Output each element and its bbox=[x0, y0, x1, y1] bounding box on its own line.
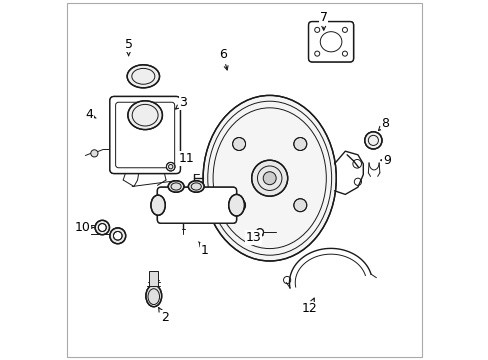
Ellipse shape bbox=[203, 95, 336, 261]
Circle shape bbox=[293, 199, 306, 212]
Circle shape bbox=[232, 199, 245, 212]
Circle shape bbox=[263, 172, 276, 185]
Circle shape bbox=[364, 132, 381, 149]
FancyBboxPatch shape bbox=[110, 96, 180, 174]
Text: 3: 3 bbox=[175, 96, 187, 109]
FancyBboxPatch shape bbox=[115, 102, 174, 168]
Ellipse shape bbox=[127, 65, 159, 88]
Bar bbox=[149, 271, 158, 286]
Ellipse shape bbox=[188, 181, 204, 192]
Text: 5: 5 bbox=[124, 39, 132, 55]
Ellipse shape bbox=[127, 101, 162, 130]
Circle shape bbox=[256, 229, 263, 236]
Circle shape bbox=[293, 138, 306, 150]
Circle shape bbox=[232, 138, 245, 150]
Ellipse shape bbox=[228, 194, 244, 216]
Circle shape bbox=[95, 220, 109, 235]
Text: 8: 8 bbox=[378, 117, 389, 131]
FancyBboxPatch shape bbox=[157, 187, 236, 223]
Circle shape bbox=[113, 231, 122, 240]
Text: 4: 4 bbox=[85, 108, 96, 121]
Text: 10: 10 bbox=[74, 221, 94, 234]
Circle shape bbox=[91, 150, 98, 157]
Circle shape bbox=[98, 224, 106, 231]
Text: 11: 11 bbox=[178, 152, 194, 165]
Text: 9: 9 bbox=[380, 154, 390, 167]
Ellipse shape bbox=[168, 181, 183, 192]
Text: 6: 6 bbox=[219, 48, 227, 70]
Circle shape bbox=[110, 228, 125, 244]
Circle shape bbox=[166, 162, 175, 171]
Text: 7: 7 bbox=[319, 11, 327, 30]
FancyBboxPatch shape bbox=[110, 96, 180, 174]
Text: 13: 13 bbox=[245, 231, 263, 244]
FancyBboxPatch shape bbox=[308, 22, 353, 62]
Ellipse shape bbox=[145, 285, 162, 307]
Text: 1: 1 bbox=[198, 242, 208, 257]
Text: 12: 12 bbox=[301, 298, 317, 315]
Text: 2: 2 bbox=[158, 307, 168, 324]
Ellipse shape bbox=[151, 195, 165, 215]
Circle shape bbox=[251, 160, 287, 196]
FancyBboxPatch shape bbox=[308, 22, 353, 62]
FancyBboxPatch shape bbox=[157, 187, 236, 223]
